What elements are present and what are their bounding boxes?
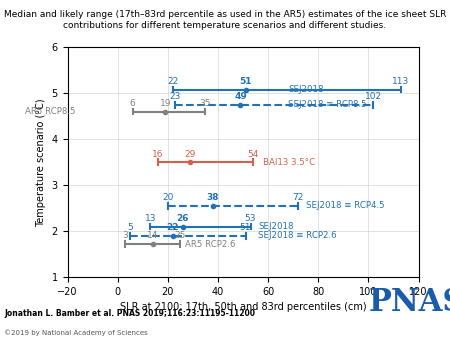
Text: 22: 22 <box>167 77 178 86</box>
Text: 102: 102 <box>365 92 382 101</box>
Text: 25: 25 <box>175 232 186 240</box>
Text: BAI13 3.5°C: BAI13 3.5°C <box>263 158 315 167</box>
Text: 22: 22 <box>166 223 179 232</box>
Text: 23: 23 <box>170 92 181 101</box>
Text: SEJ2018 ≡ RCP4.5: SEJ2018 ≡ RCP4.5 <box>306 201 384 211</box>
Text: SEJ2018: SEJ2018 <box>288 85 324 94</box>
Text: ©2019 by National Academy of Sciences: ©2019 by National Academy of Sciences <box>4 330 148 336</box>
Text: AR5 RCP8.5: AR5 RCP8.5 <box>24 107 75 116</box>
Text: Median and likely range (17th–83rd percentile as used in the AR5) estimates of t: Median and likely range (17th–83rd perce… <box>4 10 446 29</box>
Text: PNAS: PNAS <box>369 287 450 318</box>
Text: 19: 19 <box>160 99 171 108</box>
Text: 54: 54 <box>248 149 259 159</box>
Text: 38: 38 <box>207 193 219 202</box>
Text: 49: 49 <box>234 92 247 101</box>
Text: 26: 26 <box>176 214 189 223</box>
Text: 29: 29 <box>184 149 196 159</box>
Text: 51: 51 <box>239 77 252 86</box>
Text: 113: 113 <box>392 77 410 86</box>
Text: 5: 5 <box>127 223 133 232</box>
Text: SEJ2018 ≡ RCP8.5: SEJ2018 ≡ RCP8.5 <box>288 100 367 109</box>
Text: 72: 72 <box>292 193 304 202</box>
Text: 6: 6 <box>130 99 135 108</box>
Text: SEJ2018: SEJ2018 <box>258 222 293 231</box>
Text: 3: 3 <box>122 232 128 240</box>
Text: 35: 35 <box>200 99 211 108</box>
Text: 20: 20 <box>162 193 173 202</box>
Y-axis label: Temperature scenario (°C): Temperature scenario (°C) <box>36 98 46 226</box>
Text: AR5 RCP2.6: AR5 RCP2.6 <box>185 240 236 248</box>
Text: 53: 53 <box>245 214 256 223</box>
X-axis label: SLR at 2100; 17th, 50th and 83rd percentiles (cm): SLR at 2100; 17th, 50th and 83rd percent… <box>120 303 366 312</box>
Text: 14: 14 <box>147 232 158 240</box>
Text: 51: 51 <box>240 223 251 232</box>
Text: Jonathan L. Bamber et al. PNAS 2019;116:23:11195-11200: Jonathan L. Bamber et al. PNAS 2019;116:… <box>4 309 256 318</box>
Text: 16: 16 <box>152 149 163 159</box>
Text: SEJ2018 ≡ RCP2.6: SEJ2018 ≡ RCP2.6 <box>258 231 337 240</box>
Text: 13: 13 <box>144 214 156 223</box>
